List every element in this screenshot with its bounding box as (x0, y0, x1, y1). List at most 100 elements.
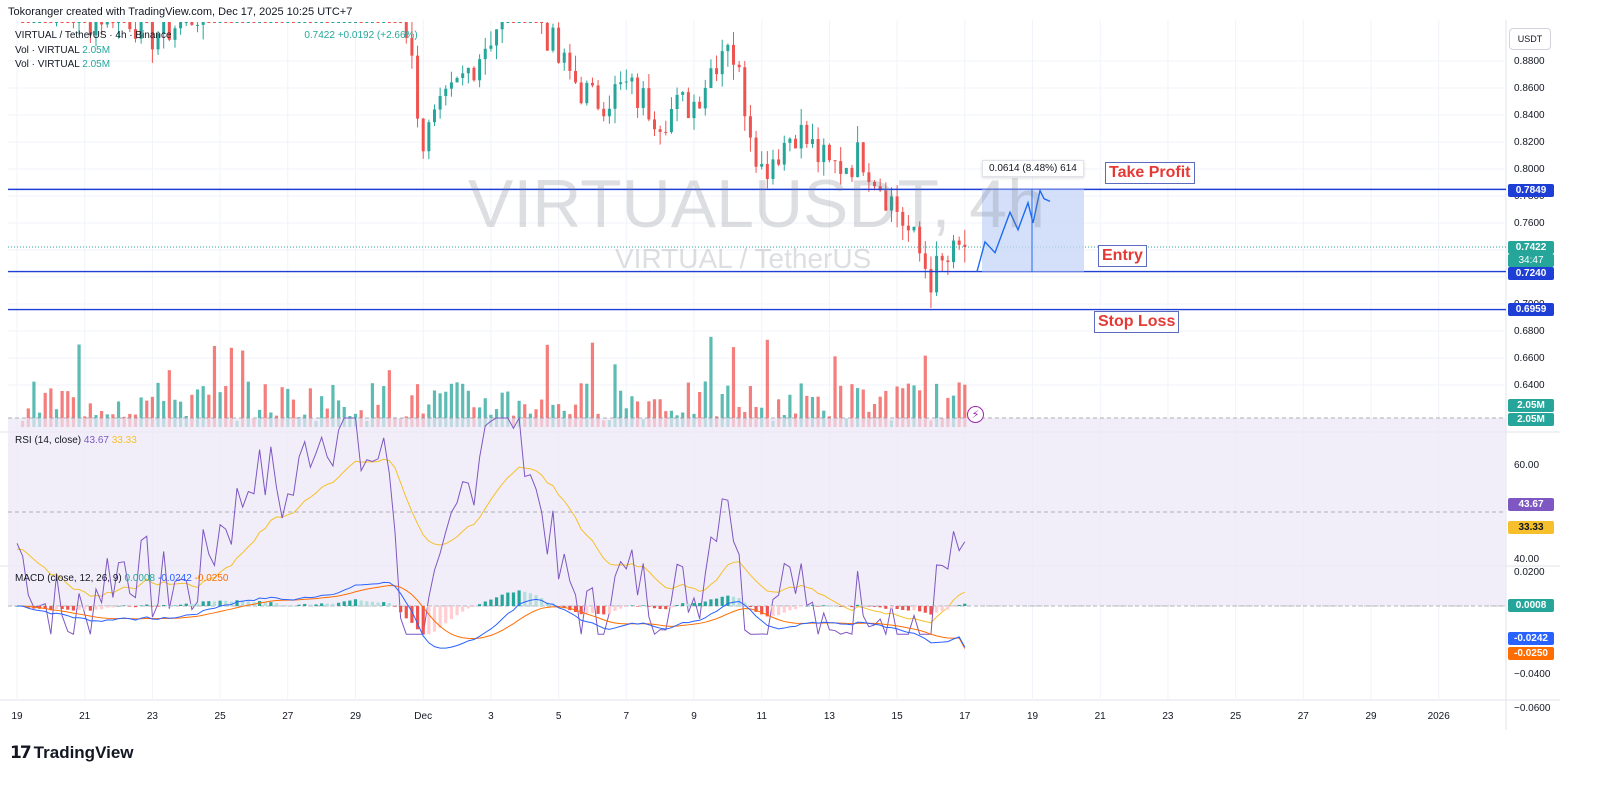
volume-bar (523, 404, 527, 427)
macd-histogram-bar (918, 606, 922, 612)
volume-bar (551, 404, 555, 427)
candle-body (348, 22, 352, 23)
macd-legend[interactable]: MACD (close, 12, 26, 9) 0.0008 -0.0242 -… (15, 573, 229, 584)
rsi-ma-value: 33.33 (111, 435, 137, 446)
macd-histogram-bar (449, 606, 454, 620)
macd-histogram-bar (472, 606, 476, 607)
macd-histogram-bar (410, 606, 414, 623)
macd-histogram-bar (692, 603, 696, 606)
volume-bar (438, 393, 442, 427)
macd-histogram-bar (607, 606, 611, 614)
rsi-value-tag: 43.67 (1508, 498, 1554, 511)
volume-bar (218, 392, 222, 427)
rsi-legend[interactable]: RSI (14, close) 43.67 33.33 (15, 435, 137, 446)
bar-countdown-tag: 34:47 (1508, 254, 1554, 267)
volume-bar (201, 386, 205, 427)
macd-histogram-bar (162, 605, 166, 606)
volume-legend-1[interactable]: Vol · VIRTUAL 2.05M (15, 45, 110, 56)
candle-body (241, 22, 245, 23)
volume-bar (934, 383, 939, 427)
volume-bars (21, 336, 967, 427)
candle-body (782, 142, 786, 165)
volume-legend-2[interactable]: Vol · VIRTUAL 2.05M (15, 59, 110, 70)
volume-bar (263, 384, 267, 427)
candle-body (291, 22, 295, 23)
time-tick-label: 7 (624, 711, 630, 722)
candle-body (269, 22, 273, 23)
macd-histogram-bar (365, 601, 369, 606)
lightning-icon[interactable]: ⚡ (967, 406, 984, 423)
candle-body (308, 22, 312, 23)
time-tick-label: 9 (691, 711, 697, 722)
grid (0, 20, 1560, 730)
candle-body (387, 22, 391, 23)
candle-body (653, 119, 657, 130)
candle-body (873, 181, 877, 187)
rsi-tick-label: 40.00 (1514, 554, 1539, 565)
tradingview-logo[interactable]: 𝟭𝟳 TradingView (10, 743, 134, 763)
macd-histogram-bar (760, 606, 764, 615)
volume-bar (455, 382, 459, 427)
volume-bar (212, 345, 217, 427)
volume-bar (32, 381, 36, 427)
stop-loss-label[interactable]: Stop Loss (1094, 311, 1180, 333)
candle-body (590, 82, 594, 86)
volume-bar (590, 342, 595, 427)
volume-bar (923, 355, 927, 427)
candle-body (596, 85, 600, 109)
time-tick-label: 23 (1162, 711, 1174, 722)
candle-body (636, 77, 640, 108)
macd-histogram-bar (303, 603, 307, 606)
candle-body (117, 22, 121, 24)
candle-body (60, 22, 64, 23)
volume-bar (884, 390, 888, 427)
candle-body (534, 22, 538, 23)
macd-histogram-bar (415, 606, 420, 630)
volume-bar (816, 396, 820, 427)
volume-bar (517, 400, 521, 427)
time-tick-label: Dec (414, 711, 432, 722)
currency-unit-button[interactable]: USDT (1509, 28, 1551, 50)
candle-body (275, 22, 279, 23)
macd-histogram-bar (404, 606, 408, 619)
price-tick-label: 0.8200 (1514, 137, 1545, 148)
volume-value: 2.05M (82, 59, 111, 70)
candle-body (303, 22, 307, 23)
candle-body (139, 22, 143, 39)
candle-body (280, 22, 284, 23)
entry-label[interactable]: Entry (1098, 245, 1147, 267)
candle-body (258, 22, 262, 23)
volume-bar (207, 394, 211, 427)
macd-histogram-bar (297, 604, 301, 606)
candle-body (585, 82, 589, 104)
candle-body (619, 82, 623, 85)
macd-histogram-bar (669, 606, 674, 608)
take-profit-label[interactable]: Take Profit (1105, 162, 1195, 184)
macd-histogram-bar (444, 606, 448, 624)
volume-bar (946, 397, 950, 427)
volume-bar (195, 389, 200, 427)
volume-bar (88, 403, 92, 427)
rsi-pane (8, 416, 1506, 637)
macd-histogram-bar (590, 606, 595, 614)
macd-histogram-bar (511, 592, 516, 606)
macd-line (16, 581, 966, 649)
macd-histogram-bar (731, 596, 736, 606)
symbol-legend[interactable]: VIRTUAL / TetherUS · 4h · Binance 0.7422… (15, 30, 418, 41)
candle-body (201, 22, 205, 25)
macd-histogram-bar (709, 599, 713, 606)
candle-body (229, 22, 233, 23)
volume-bar (630, 396, 634, 427)
symbol-watermark-sub: VIRTUAL / TetherUS (615, 243, 872, 274)
volume-bar (686, 382, 690, 427)
candle-body (500, 22, 504, 30)
volume-bar (951, 395, 956, 427)
macd-histogram-bar (912, 606, 916, 611)
macd-histogram-bar (799, 606, 803, 607)
candle-body (342, 22, 346, 23)
candle-body (810, 139, 814, 144)
current-price-tag: 0.7422 (1508, 241, 1554, 254)
candle-body (365, 22, 369, 23)
candle-body (703, 87, 707, 109)
